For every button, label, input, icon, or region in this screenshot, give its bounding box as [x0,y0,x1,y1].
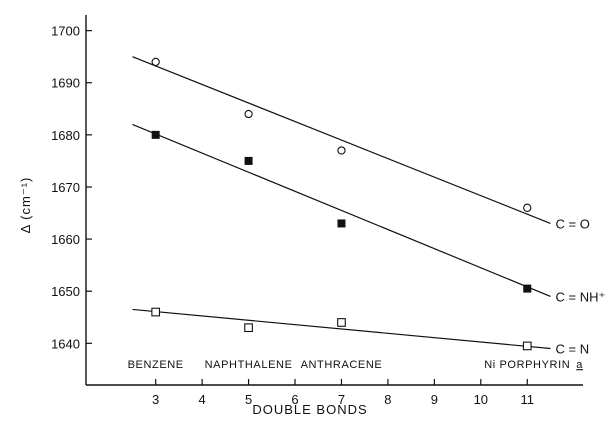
data-point-open-square [337,318,346,327]
y-tick-label: 1690 [51,76,80,91]
fit-line [132,56,551,225]
y-tick-label: 1660 [51,232,80,247]
compound-label: ANTHRACENE [301,359,383,371]
y-tick-label: 1640 [51,336,80,351]
x-tick-label: 5 [245,392,252,407]
fit-line [132,308,551,350]
y-tick-label: 1700 [51,24,80,39]
series-label: C = N [555,342,589,357]
x-tick-label: 11 [521,392,535,407]
data-point-open-square [244,323,253,333]
fit-line [132,123,551,297]
data-point-filled-square [337,219,346,228]
y-axis-ticks: 1640 1650 1660 1670 1680 1690 1700 [51,24,92,351]
x-tick-label: 9 [431,392,438,407]
compound-label: BENZENE [128,359,184,371]
series-labels: C = O C = NH⁺ C = N [555,216,605,356]
x-tick-label: 10 [474,392,488,407]
data-point-circle [523,203,532,212]
axes: 3 4 5 6 7 8 9 10 11 1640 1650 1660 1670 1680 1690 1700 [51,15,583,407]
x-tick-label: 6 [291,392,298,407]
data-point-circle [337,146,346,155]
series-label: C = NH⁺ [555,289,605,304]
x-tick-label: 4 [199,392,206,407]
data-point-circle [151,57,160,67]
series-label: C = O [555,216,589,231]
compound-label: Ni PORPHYRIN [484,359,570,371]
data-points [151,57,532,351]
fit-lines [132,56,551,350]
x-tick-label: 8 [384,392,391,407]
x-axis-ticks: 3 4 5 6 7 8 9 10 11 [152,379,534,407]
x-axis-title: DOUBLE BONDS [252,402,367,417]
y-tick-label: 1650 [51,284,80,299]
y-tick-label: 1670 [51,180,80,195]
data-point-filled-square [151,130,160,139]
data-point-filled-square [523,284,532,293]
x-tick-label: 7 [338,392,345,407]
compound-label: NAPHTHALENE [205,359,293,371]
data-point-filled-square [244,156,253,165]
data-point-circle [244,109,253,119]
x-tick-label: 3 [152,392,159,407]
data-point-open-square [522,341,532,351]
y-tick-label: 1680 [51,128,80,143]
compound-annotations: BENZENE NAPHTHALENE ANTHRACENE Ni PORPHYRIN… [128,359,583,371]
y-axis-title: Δ (cm⁻¹) [18,177,33,234]
compound-label-footnote: a [576,359,583,371]
data-point-open-square [151,307,161,317]
